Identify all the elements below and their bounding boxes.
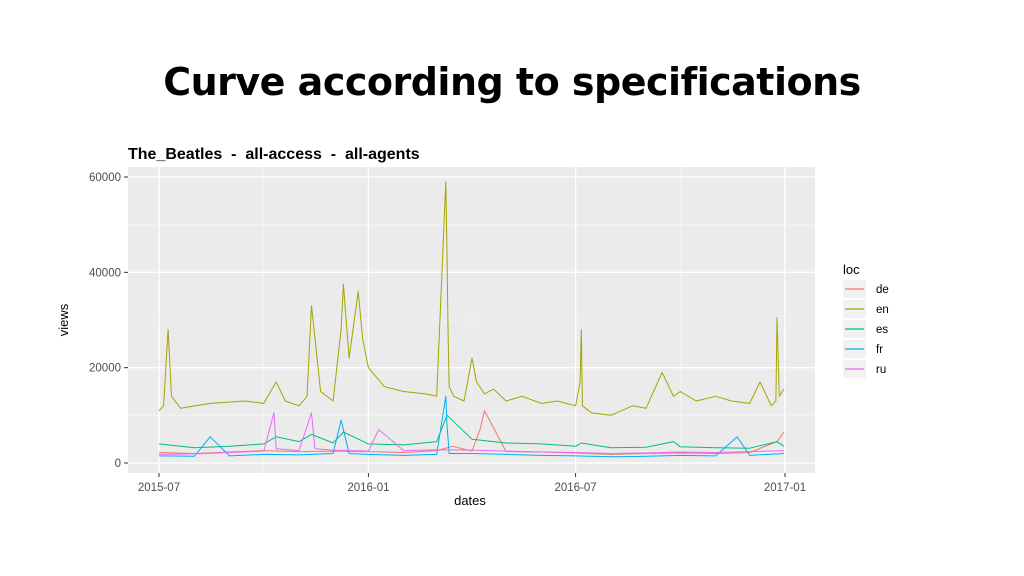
series-line-de [158, 410, 785, 455]
y-axis-title: views [56, 303, 71, 336]
x-tick-label: 2016-01 [347, 482, 389, 494]
legend-label-es: es [876, 324, 888, 336]
series-line-fr [158, 395, 784, 458]
x-axis: 2015-07 2016-01 2016-07 2017-01 [138, 473, 806, 494]
x-tick-label: 2017-01 [764, 482, 806, 494]
x-tick-label: 2015-07 [138, 482, 180, 494]
y-axis: 0 20000 40000 60000 [89, 172, 128, 470]
y-tick-label: 60000 [89, 172, 121, 184]
y-tick-label: 0 [115, 458, 121, 470]
x-tick-label: 2016-07 [554, 482, 596, 494]
series-line-en [158, 181, 785, 416]
legend-label-de: de [876, 284, 889, 296]
legend-label-ru: ru [876, 364, 886, 376]
slide-title: Curve according to specifications [163, 60, 861, 104]
x-axis-title: dates [454, 493, 486, 508]
series-line-ru [158, 412, 784, 455]
series-lines [158, 181, 785, 458]
gridlines [128, 167, 815, 473]
series-line-es [158, 414, 785, 449]
legend-title: loc [843, 262, 860, 277]
y-tick-label: 40000 [89, 267, 121, 279]
legend-label-fr: fr [876, 344, 883, 356]
chart-title: The_Beatles - all-access - all-agents [128, 146, 420, 163]
y-tick-label: 20000 [89, 363, 121, 375]
legend: loc de en es fr ru [843, 262, 889, 378]
legend-label-en: en [876, 304, 889, 316]
